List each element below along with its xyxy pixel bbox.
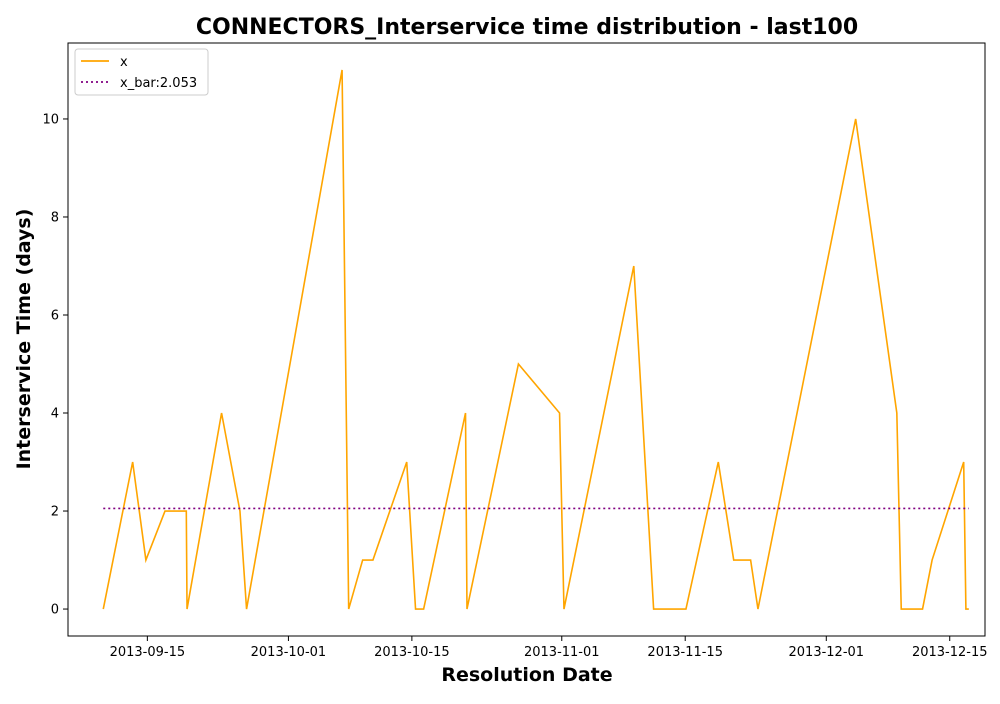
y-tick-label: 10 <box>42 112 59 127</box>
legend-label-x-bar: x_bar:2.053 <box>120 76 197 91</box>
x-tick-label: 2013-12-01 <box>789 645 865 660</box>
y-tick-label: 4 <box>51 407 59 422</box>
x-tick-label: 2013-11-15 <box>647 645 723 660</box>
chart-title: CONNECTORS_Interservice time distributio… <box>196 15 858 40</box>
x-tick-label: 2013-10-15 <box>374 645 450 660</box>
x-tick-label: 2013-10-01 <box>251 645 327 660</box>
series-line-x <box>102 69 969 610</box>
legend: x x_bar:2.053 <box>74 48 209 96</box>
y-tick-label: 0 <box>51 603 59 618</box>
y-tick-label: 6 <box>51 308 59 323</box>
x-tick-label: 2013-11-01 <box>524 645 600 660</box>
y-tick-label: 8 <box>51 210 59 225</box>
plot-frame <box>67 42 986 637</box>
legend-label-x: x <box>120 55 128 70</box>
x-tick-label: 2013-09-15 <box>110 645 186 660</box>
axes-ticks: 2013-09-15 2013-10-01 2013-10-15 2013-11-01… <box>42 112 987 660</box>
series-layer <box>102 69 969 610</box>
y-tick-label: 2 <box>51 505 59 520</box>
x-axis-label: Resolution Date <box>441 664 612 686</box>
y-axis-label: Interservice Time (days) <box>13 209 35 470</box>
x-tick-label: 2013-12-15 <box>912 645 988 660</box>
